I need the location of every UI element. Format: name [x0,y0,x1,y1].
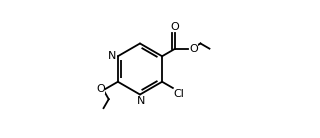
Text: Cl: Cl [173,89,184,99]
Text: N: N [108,51,116,61]
Text: O: O [96,84,105,94]
Text: O: O [189,44,198,54]
Text: O: O [170,22,179,32]
Text: N: N [137,96,145,106]
